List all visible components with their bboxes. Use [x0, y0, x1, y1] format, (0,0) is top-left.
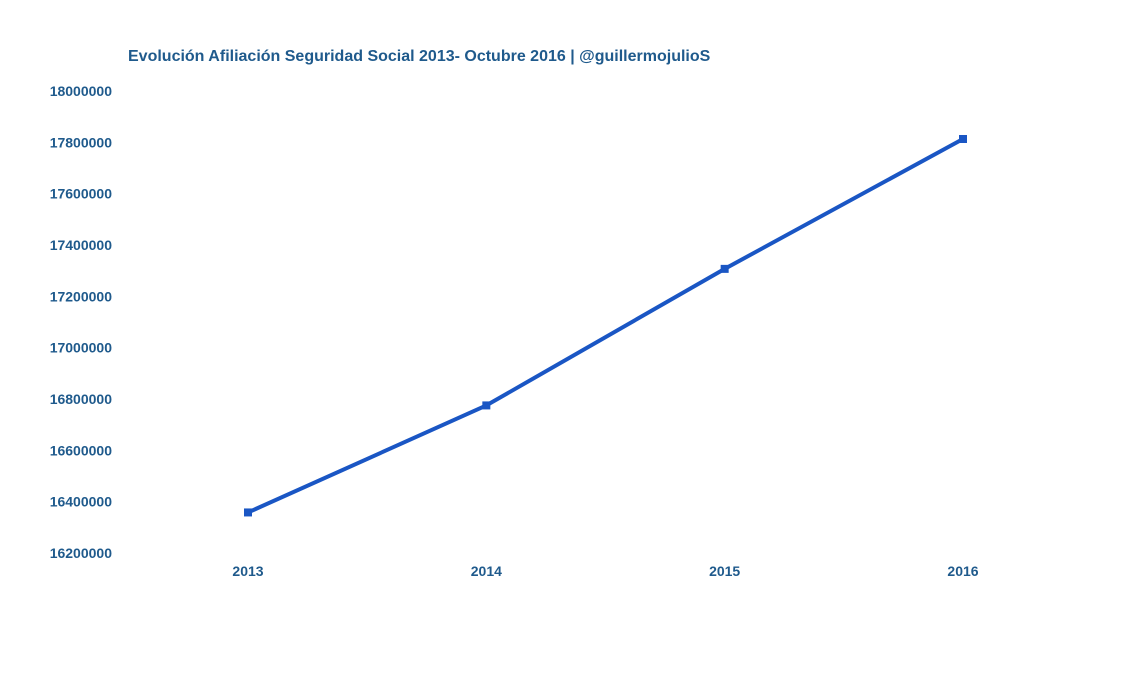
x-tick-label: 2016 — [947, 563, 978, 579]
y-tick-label: 17600000 — [50, 186, 113, 202]
y-axis: 16200000 16400000 16600000 16800000 17000000… — [50, 83, 113, 561]
chart-title: Evolución Afiliación Seguridad Social 20… — [128, 48, 711, 65]
data-point-marker[interactable] — [720, 264, 729, 273]
x-tick-label: 2013 — [232, 563, 263, 579]
y-tick-label: 17800000 — [50, 134, 113, 150]
data-point-marker[interactable] — [482, 401, 491, 410]
data-point-marker[interactable] — [959, 134, 967, 143]
data-point-marker[interactable] — [244, 508, 252, 517]
y-tick-label: 16800000 — [50, 391, 113, 407]
y-tick-label: 16600000 — [50, 442, 113, 458]
y-tick-label: 16400000 — [50, 494, 113, 510]
series-layer — [244, 134, 967, 517]
x-tick-label: 2015 — [709, 563, 740, 579]
series-line — [246, 136, 965, 515]
y-tick-label: 17200000 — [50, 288, 113, 304]
x-axis: 2013 2014 2015 2016 — [232, 563, 978, 579]
y-tick-label: 17400000 — [50, 237, 113, 253]
x-tick-label: 2014 — [471, 563, 502, 579]
y-tick-label: 17000000 — [50, 340, 113, 356]
y-tick-label: 16200000 — [50, 545, 113, 561]
y-tick-label: 18000000 — [50, 83, 113, 99]
